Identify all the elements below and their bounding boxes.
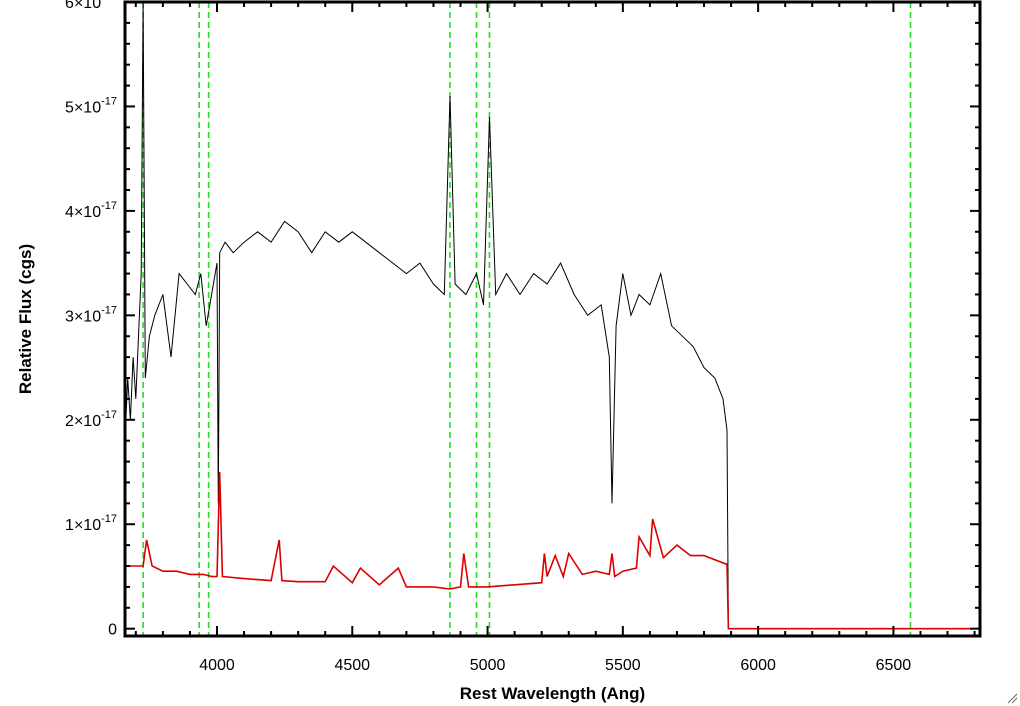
x-axis-title: Rest Wavelength (Ang) — [460, 684, 645, 703]
y-tick-labels: 0 1×10-17 2×10-17 3×10-17 4×10-17 5×10-17 6×10… — [65, 0, 117, 639]
y-tick-label: 4×10-17 — [65, 200, 117, 221]
series-line-black — [124, 1, 980, 630]
emission-line-markers — [142, 2, 912, 636]
y-tick-label: 2×10-17 — [65, 409, 117, 430]
x-tick-label: 5500 — [605, 657, 641, 674]
y-tick-label: 5×10-17 — [65, 95, 117, 116]
resize-grip-icon[interactable] — [1006, 692, 1018, 704]
x-tick-label: 6000 — [740, 657, 776, 674]
y-tick-label: 6×10-17 — [65, 0, 117, 12]
series-layer — [124, 1, 980, 630]
x-tick-label: 4500 — [334, 657, 370, 674]
x-tick-label: 4000 — [199, 657, 235, 674]
x-tick-label: 5000 — [470, 657, 506, 674]
y-tick-label: 1×10-17 — [65, 513, 117, 534]
plot-frame — [123, 0, 982, 638]
y-tick-label: 0 — [108, 622, 117, 639]
x-tick-labels: 4000 4500 5000 5500 6000 6500 — [199, 657, 911, 674]
y-tick-label: 3×10-17 — [65, 304, 117, 325]
series-line-red — [125, 471, 980, 630]
x-tick-label: 6500 — [876, 657, 912, 674]
y-axis-title: Relative Flux (cgs) — [16, 244, 35, 394]
tick-marks — [125, 1, 980, 636]
